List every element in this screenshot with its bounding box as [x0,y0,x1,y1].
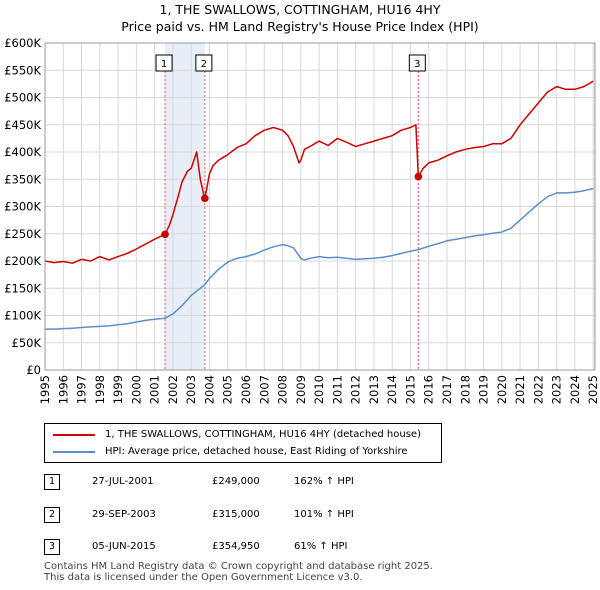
y-tick-label: £0 [26,363,41,377]
legend-hpi-swatch [53,450,95,453]
sale-date: 29-SEP-2003 [92,509,156,520]
x-tick-label: 2019 [477,375,491,404]
sale-badge [195,54,213,72]
x-tick-label: 2013 [367,375,381,404]
x-tick-label: 1999 [111,375,125,404]
y-tick-label: £300K [4,200,41,214]
y-tick-label: £550K [4,63,41,77]
x-tick-label: 2008 [276,375,290,404]
y-tick-label: £450K [4,118,41,132]
x-tick-label: 2001 [148,375,162,404]
y-tick-label: £50K [12,336,42,350]
y-tick-label: £100K [4,309,41,323]
x-tick-label: 2012 [349,375,363,404]
x-tick-label: 2000 [129,375,143,404]
x-tick-label: 2005 [221,375,235,404]
legend: 1, THE SWALLOWS, COTTINGHAM, HU16 4HY (d… [44,423,442,463]
sale-point [161,230,169,239]
legend-hpi-label: HPI: Average price, detached house, East… [105,446,408,457]
x-tick-label: 2002 [166,375,180,404]
x-tick-label: 2021 [513,375,527,404]
x-tick-label: 2003 [184,375,198,404]
x-tick-label: 2023 [550,375,564,404]
y-tick-label: £150K [4,281,41,295]
sale-point [414,172,423,181]
x-tick-label: 2016 [422,375,436,404]
sale-price: £249,000 [212,476,260,487]
footer-licence: This data is licensed under the Open Gov… [44,572,363,583]
x-tick-label: 1997 [75,375,89,404]
sale-date: 27-JUL-2001 [92,476,154,487]
legend-property-swatch [53,433,95,436]
y-tick-label: £400K [4,145,41,159]
sale-date: 05-JUN-2015 [92,541,156,552]
x-tick-label: 2006 [239,375,253,404]
x-tick-label: 2017 [440,375,454,404]
sale-number: 2 [44,507,60,523]
sale-number: 1 [44,474,60,490]
property-price-line [44,80,594,264]
sale-price: £354,950 [212,541,260,552]
y-tick-label: £200K [4,254,41,268]
x-tick-label: 2004 [202,375,216,404]
x-tick-label: 2020 [495,375,509,404]
sale-badge-label: 1 [161,59,167,70]
sale-hpi-change: 61% ↑ HPI [294,541,348,552]
x-tick-label: 2025 [586,375,600,404]
legend-property-label: 1, THE SWALLOWS, COTTINGHAM, HU16 4HY (d… [105,429,421,440]
plot-area-border [44,42,596,371]
x-tick-label: 1995 [38,375,52,404]
x-tick-label: 2007 [257,375,271,404]
y-tick-label: £250K [4,227,41,241]
y-tick-label: £600K [4,36,41,50]
sale-hpi-change: 162% ↑ HPI [294,476,354,487]
x-tick-label: 1998 [93,375,107,404]
chart-title: 1, THE SWALLOWS, COTTINGHAM, HU16 4HY [159,2,441,17]
x-tick-label: 2018 [458,375,472,404]
x-tick-label: 2009 [294,375,308,404]
sale-badge [155,54,173,72]
sale-price: £315,000 [212,509,260,520]
x-tick-label: 2022 [531,375,545,404]
sale-hpi-change: 101% ↑ HPI [294,509,354,520]
hpi-line [45,187,594,330]
sale-badge [408,54,426,72]
y-tick-label: £500K [4,91,41,105]
sale-number: 3 [44,539,60,555]
x-tick-label: 2015 [403,375,417,404]
chart-subtitle: Price paid vs. HM Land Registry's House … [121,19,479,34]
x-tick-label: 1996 [56,375,70,404]
x-tick-label: 2024 [568,375,582,404]
footer-copyright: Contains HM Land Registry data © Crown c… [44,561,433,572]
x-tick-label: 2014 [385,375,399,404]
sale-badge-label: 3 [414,59,420,70]
x-tick-label: 2010 [312,375,326,404]
y-tick-label: £350K [4,172,41,186]
sale-badge-label: 2 [201,59,207,70]
sale-point [201,194,209,203]
x-tick-label: 2011 [330,375,344,404]
price-chart: 1 2 3 £0 £50K £100K £150K £200K £250K £300K £350K… [4,36,600,404]
